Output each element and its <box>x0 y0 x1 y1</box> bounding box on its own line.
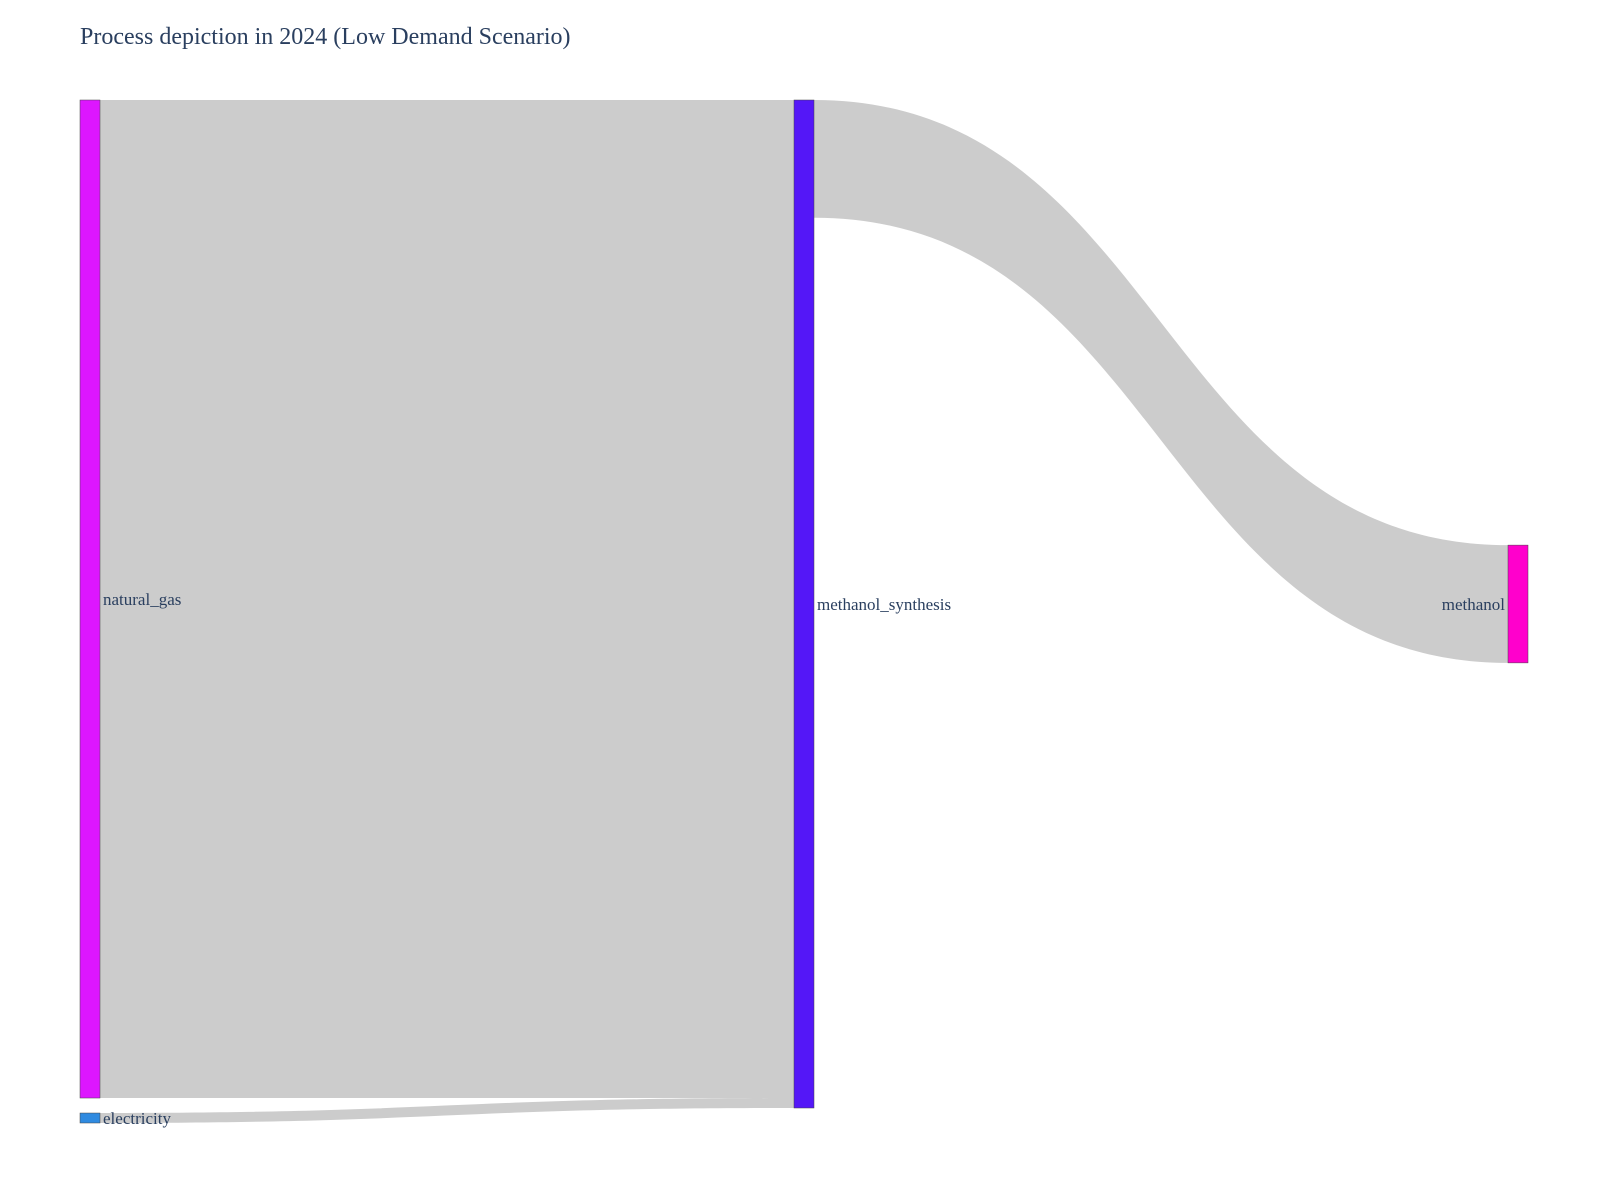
link-electricity-to-methanol_synthesis[interactable] <box>100 1098 794 1123</box>
node-label-methanol_synthesis: methanol_synthesis <box>817 595 951 614</box>
node-methanol[interactable] <box>1507 544 1529 664</box>
node-label-natural_gas: natural_gas <box>103 590 181 609</box>
node-label-methanol: methanol <box>1442 595 1506 614</box>
node-natural_gas[interactable] <box>79 99 101 1099</box>
link-methanol_synthesis-to-methanol[interactable] <box>814 100 1508 663</box>
link-natural_gas-to-methanol_synthesis[interactable] <box>100 100 794 1099</box>
node-electricity[interactable] <box>79 1112 101 1124</box>
node-label-electricity: electricity <box>103 1109 171 1128</box>
node-methanol_synthesis[interactable] <box>793 99 815 1109</box>
nodes-layer: natural_gas electricity methanol_synthesis… <box>79 99 1529 1128</box>
chart-title: Process depiction in 2024 (Low Demand Sc… <box>80 24 571 50</box>
links-layer <box>100 100 1508 1123</box>
